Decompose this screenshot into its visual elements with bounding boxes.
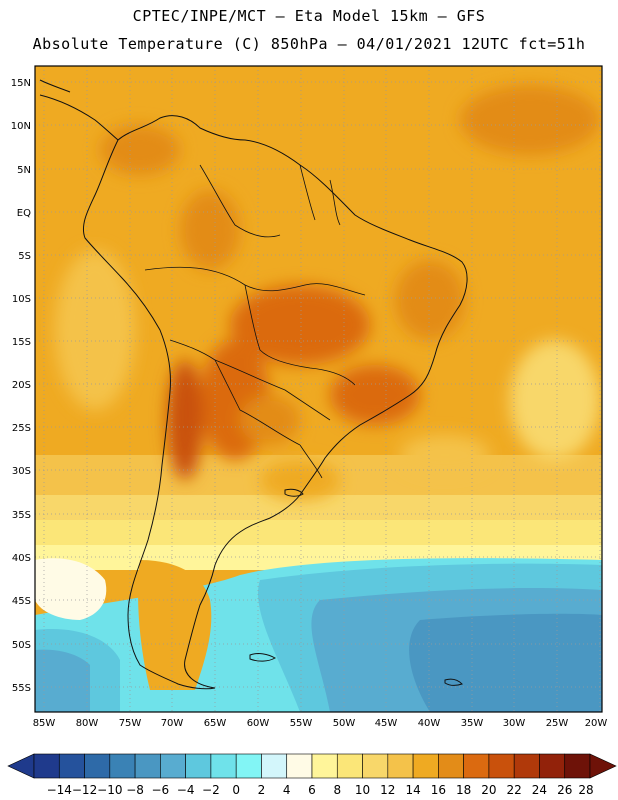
lat-label: 15S (12, 337, 31, 348)
lon-label: 60W (247, 718, 270, 729)
colorbar-cell (564, 753, 591, 779)
lon-label: 75W (119, 718, 142, 729)
lon-label: 55W (290, 718, 313, 729)
lat-label: 50S (12, 640, 31, 651)
colorbar-cell (438, 753, 464, 779)
colorbar-label: −14 (47, 783, 72, 797)
latitude-labels: 15N 10N 5N EQ 5S 10S 15S 20S 25S 30S 35S… (11, 78, 31, 694)
colorbar-label: −6 (152, 783, 170, 797)
colorbar-cell (185, 753, 212, 779)
colorbar-cell (463, 753, 490, 779)
colorbar-label: 10 (355, 783, 370, 797)
country-borders (144, 164, 366, 479)
colorbar-label: 8 (333, 783, 341, 797)
colorbar-cell (134, 753, 161, 779)
colorbar-cell (488, 753, 515, 779)
map-subtitle: Absolute Temperature (C) 850hPa – 04/01/… (32, 35, 586, 53)
colorbar-cell (261, 753, 288, 779)
colorbar-label: −8 (126, 783, 144, 797)
lon-label: 45W (375, 718, 398, 729)
lon-label: 30W (503, 718, 526, 729)
lat-label: 5N (17, 165, 31, 176)
colorbar-label: −4 (177, 783, 195, 797)
lat-label: 45S (12, 596, 31, 607)
colorbar-label: 0 (232, 783, 240, 797)
lat-label: 30S (12, 466, 31, 477)
colorbar-label: 14 (405, 783, 420, 797)
colorbar-label: 20 (481, 783, 496, 797)
colorbar-label: 28 (578, 783, 593, 797)
colorbar-label: 2 (258, 783, 266, 797)
colorbar-cell (412, 753, 439, 779)
colorbar-cell (33, 753, 60, 779)
colorbar-label: −2 (202, 783, 220, 797)
lat-label: 40S (12, 553, 31, 564)
colorbar: −14 −12 −10 −8 −6 −4 −2 0 2 4 6 8 10 12 14 16 18 20 22 24 26… (7, 753, 617, 797)
lon-label: 20W (585, 718, 608, 729)
lon-label: 50W (333, 718, 356, 729)
lat-label: 25S (12, 423, 31, 434)
colorbar-label: 18 (456, 783, 471, 797)
lon-label: 35W (461, 718, 484, 729)
colorbar-label: −12 (72, 783, 97, 797)
lat-label: 55S (12, 683, 31, 694)
colorbar-cell (336, 753, 363, 779)
colorbar-label: −10 (97, 783, 122, 797)
colorbar-label: 16 (431, 783, 446, 797)
lat-label: 35S (12, 510, 31, 521)
lat-label: 10N (11, 121, 31, 132)
colorbar-cell (160, 753, 186, 779)
lat-label: 10S (12, 294, 31, 305)
lat-label: 5S (18, 251, 31, 262)
colorbar-label: 6 (308, 783, 316, 797)
colorbar-label: 12 (380, 783, 395, 797)
colorbar-cell (539, 753, 566, 779)
longitude-labels: 85W 80W 75W 70W 65W 60W 55W 50W 45W 40W … (33, 718, 608, 729)
lat-label: EQ (17, 208, 31, 219)
colorbar-cell (311, 753, 338, 779)
map-title: CPTEC/INPE/MCT – Eta Model 15km – GFS (132, 7, 486, 25)
colorbar-label: 22 (507, 783, 522, 797)
temperature-field (35, 66, 602, 712)
coastlines (39, 79, 468, 690)
colorbar-right-arrow (589, 753, 617, 779)
colorbar-label: 4 (283, 783, 291, 797)
colorbar-left-arrow (7, 753, 35, 779)
colorbar-cell (387, 753, 414, 779)
lon-label: 65W (204, 718, 227, 729)
colorbar-cell (513, 753, 540, 779)
colorbar-cell (58, 753, 85, 779)
colorbar-label: 26 (557, 783, 572, 797)
lon-label: 25W (546, 718, 569, 729)
lon-label: 70W (161, 718, 184, 729)
lon-label: 80W (76, 718, 99, 729)
graticule (35, 66, 602, 712)
colorbar-cell (109, 753, 136, 779)
colorbar-label: 24 (532, 783, 547, 797)
lon-label: 40W (418, 718, 441, 729)
south-america-coast (82, 115, 468, 690)
lon-label: 85W (33, 718, 56, 729)
colorbar-cell (84, 753, 111, 779)
colorbar-cell (235, 753, 262, 779)
lat-label: 20S (12, 380, 31, 391)
colorbar-cell (286, 753, 313, 779)
colorbar-cell (362, 753, 389, 779)
colorbar-cell (210, 753, 237, 779)
lat-label: 15N (11, 78, 31, 89)
map-border (34, 65, 603, 713)
